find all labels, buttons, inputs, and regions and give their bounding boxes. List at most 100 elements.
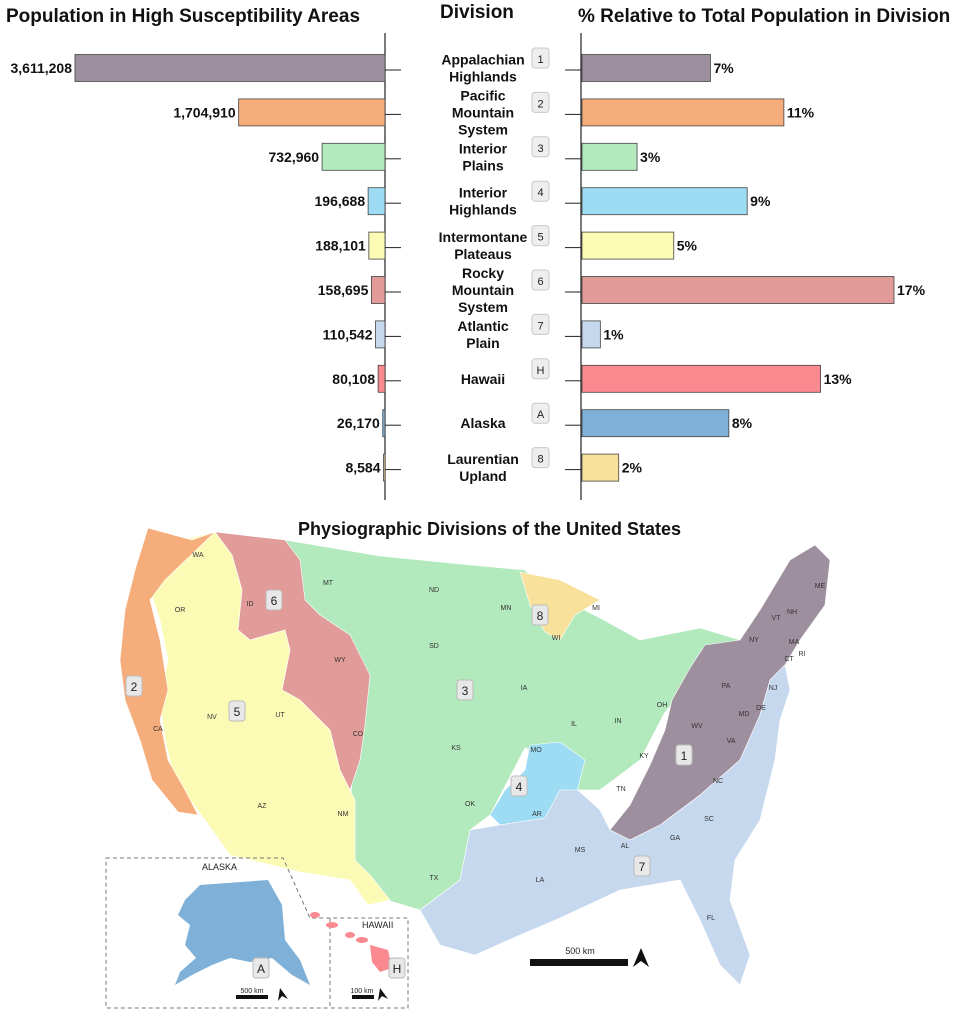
state-label: LA [536, 877, 545, 884]
percent-bar [581, 453, 620, 482]
state-label: MA [789, 639, 800, 646]
division-key-badge [531, 269, 550, 291]
division-name: Highlands [449, 202, 517, 218]
division-key: 6 [537, 276, 543, 288]
population-bar [238, 98, 386, 127]
state-label: RI [799, 651, 806, 658]
svg-text:5: 5 [234, 705, 241, 719]
svg-text:2: 2 [131, 680, 138, 694]
map-badge-1: 1 [675, 744, 693, 766]
division-name: Upland [459, 468, 506, 484]
region-pacific-mountain-system [119, 527, 216, 816]
inset-box [105, 857, 409, 1009]
state-label: IL [571, 721, 577, 728]
hawaii-label: HAWAII [362, 920, 393, 930]
population-label: 196,688 [315, 193, 366, 209]
division-key: 5 [537, 232, 543, 244]
svg-text:3: 3 [462, 684, 469, 698]
percent-label: 8% [732, 415, 753, 431]
population-bar [377, 364, 386, 393]
division-name: Laurentian [447, 451, 519, 467]
alaska-shape [175, 880, 310, 985]
division-name: Atlantic [457, 318, 509, 334]
percent-label: 7% [713, 60, 734, 76]
alaska-scale-label: 500 km [241, 988, 264, 995]
population-label: 8,584 [345, 460, 380, 476]
percent-label: 1% [603, 326, 624, 342]
division-name: Appalachian [441, 52, 524, 68]
percent-label: 11% [787, 104, 815, 120]
population-bar [74, 54, 386, 82]
state-label: CA [153, 726, 163, 733]
map-badge-4: 4 [510, 775, 528, 797]
state-label: OR [175, 607, 186, 614]
division-key-badge [531, 47, 550, 69]
division-key: 8 [537, 454, 543, 466]
state-label: PA [722, 683, 731, 690]
division-name: Hawaii [461, 371, 505, 387]
state-label: VA [727, 738, 736, 745]
state-label: KS [451, 745, 461, 752]
region-atlantic-plain [419, 664, 791, 986]
division-name: Intermontane [439, 229, 528, 245]
division-key: 2 [537, 98, 543, 110]
svg-text:7: 7 [639, 860, 646, 874]
state-label: MT [323, 580, 334, 587]
state-label: NJ [769, 685, 778, 692]
division-name: Highlands [449, 69, 517, 85]
hawaii-scale-bar [352, 995, 374, 999]
svg-text:4: 4 [516, 780, 523, 794]
population-label: 732,960 [268, 149, 319, 165]
division-name: Pacific [460, 87, 505, 103]
state-label: TX [430, 875, 439, 882]
left-chart-title: Population in High Susceptibility Areas [6, 6, 360, 27]
division-name: System [458, 299, 508, 315]
map-badge-2: 2 [125, 675, 143, 697]
division-row: 26,170 8% Alaska A [337, 402, 753, 438]
state-label: KY [639, 753, 649, 760]
state-label: SC [704, 816, 714, 823]
division-key-badge [531, 180, 550, 202]
alaska-label: ALASKA [202, 862, 237, 872]
population-bar [382, 409, 386, 438]
percent-bar [581, 98, 785, 127]
map-badge-8: 8 [531, 604, 549, 626]
division-name: Mountain [452, 282, 514, 298]
state-label: MI [592, 605, 600, 612]
division-key: 3 [537, 143, 543, 155]
division-key-badge [531, 358, 550, 380]
map-badge-h: H [388, 957, 406, 979]
population-bar [367, 187, 386, 216]
state-label: DE [756, 705, 766, 712]
population-label: 158,695 [318, 282, 369, 298]
state-label: WV [691, 723, 703, 730]
division-column-title: Division [440, 2, 514, 23]
percent-bar [581, 409, 730, 438]
state-label: SD [429, 643, 439, 650]
right-chart-title: % Relative to Total Population in Divisi… [578, 6, 950, 27]
population-bar [368, 231, 386, 260]
percent-bar [581, 276, 895, 304]
percent-label: 3% [640, 149, 661, 165]
alaska-scale-bar [236, 995, 268, 999]
state-label: NC [713, 778, 723, 785]
state-label: IN [615, 718, 622, 725]
state-label: FL [707, 915, 715, 922]
population-label: 3,611,208 [10, 60, 72, 76]
percent-label: 9% [750, 193, 771, 209]
division-key: H [537, 365, 545, 377]
state-label: NV [207, 714, 217, 721]
division-name: Plain [466, 335, 499, 351]
division-key: A [537, 409, 545, 421]
state-label: ME [815, 583, 826, 590]
population-label: 110,542 [323, 326, 373, 342]
map-badge-6: 6 [265, 589, 283, 611]
division-badges: 1 2 3 4 5 6 7 8 [125, 589, 693, 877]
svg-text:A: A [257, 962, 265, 976]
